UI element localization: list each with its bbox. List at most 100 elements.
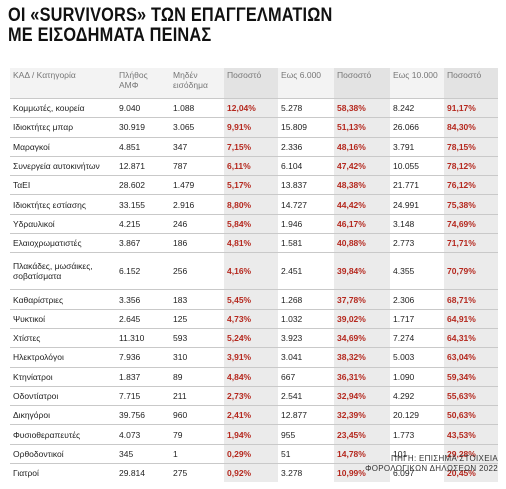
value-cell: 2.773 [390, 233, 444, 253]
value-cell: 89 [170, 366, 224, 387]
value-cell: 211 [170, 385, 224, 406]
value-cell: 1.717 [390, 308, 444, 329]
value-cell: 13.837 [278, 175, 334, 195]
category-cell: Δικηγόροι [10, 405, 116, 425]
percent-cell: 40,88% [334, 233, 390, 253]
percent-cell: 74,69% [444, 213, 498, 234]
value-cell: 7.274 [390, 327, 444, 348]
category-cell: Συνεργεία αυτοκινήτων [10, 155, 116, 176]
col-header-percent-1: Ποσοστό [224, 68, 278, 99]
percent-cell: 32,39% [334, 405, 390, 425]
value-cell: 15.809 [278, 117, 334, 138]
value-cell: 3.278 [278, 463, 334, 483]
value-cell: 186 [170, 233, 224, 253]
percent-cell: 58,38% [334, 97, 390, 118]
source-line-1: ΠΗΓΗ: ΕΠΙΣΗΜΑ ΣΤΟΙΧΕΙΑ [391, 454, 498, 463]
percent-cell: 14,78% [334, 443, 390, 464]
source-note: ΠΗΓΗ: ΕΠΙΣΗΜΑ ΣΤΟΙΧΕΙΑ ΦΟΡΟΛΟΓΙΚΩΝ ΔΗΛΩΣ… [365, 454, 498, 474]
table-row: Ψυκτικοί 2.645 125 4,73% 1.032 39,02% 1.717 64,… [10, 308, 498, 329]
percent-cell: 91,17% [444, 97, 498, 118]
value-cell: 1.946 [278, 213, 334, 234]
value-cell: 310 [170, 347, 224, 368]
percent-cell: 23,45% [334, 424, 390, 445]
value-cell: 2.336 [278, 136, 334, 157]
percent-cell: 32,94% [334, 385, 390, 406]
value-cell: 20.129 [390, 405, 444, 425]
category-cell: Ψυκτικοί [10, 308, 116, 329]
value-cell: 347 [170, 136, 224, 157]
percent-cell: 55,63% [444, 385, 498, 406]
value-cell: 5.003 [390, 347, 444, 368]
category-cell: Καθαρίστριες [10, 289, 116, 310]
value-cell: 29.814 [116, 463, 170, 483]
value-cell: 14.727 [278, 194, 334, 215]
value-cell: 5.278 [278, 97, 334, 118]
category-cell: Ιδιοκτήτες μπαρ [10, 117, 116, 138]
value-cell: 21.771 [390, 175, 444, 195]
value-cell: 6.097 [390, 463, 444, 483]
value-cell: 4.851 [116, 136, 170, 157]
value-cell: 7.715 [116, 385, 170, 406]
percent-cell: 9,91% [224, 117, 278, 138]
percent-cell: 70,79% [444, 252, 498, 290]
value-cell: 1.581 [278, 233, 334, 253]
value-cell: 79 [170, 424, 224, 445]
table-row: ΤαΕΙ 28.602 1.479 5,17% 13.837 48,38% 21.771 76… [10, 175, 498, 195]
value-cell: 9.040 [116, 97, 170, 118]
col-header-percent-2: Ποσοστό [334, 68, 390, 99]
percent-cell: 64,31% [444, 327, 498, 348]
percent-cell: 6,11% [224, 155, 278, 176]
title-line-1: ΟΙ «SURVIVORS» ΤΩΝ ΕΠΑΓΓΕΛΜΑΤΙΩΝ [8, 5, 333, 26]
value-cell: 2.541 [278, 385, 334, 406]
percent-cell: 2,73% [224, 385, 278, 406]
percent-cell: 76,12% [444, 175, 498, 195]
value-cell: 275 [170, 463, 224, 483]
percent-cell: 1,94% [224, 424, 278, 445]
value-cell: 1.268 [278, 289, 334, 310]
value-cell: 12.877 [278, 405, 334, 425]
percent-cell: 64,91% [444, 308, 498, 329]
table-row: Συνεργεία αυτοκινήτων 12.871 787 6,11% 6.104… [10, 155, 498, 176]
header-row: ΚΑΔ / Κατηγορία Πλήθος ΑΜΦ Μηδέν εισόδημ… [10, 68, 498, 99]
category-cell: Γιατροί [10, 463, 116, 483]
value-cell: 10.055 [390, 155, 444, 176]
value-cell: 28.602 [116, 175, 170, 195]
percent-cell: 5,45% [224, 289, 278, 310]
value-cell: 6.152 [116, 252, 170, 290]
value-cell: 256 [170, 252, 224, 290]
table-row: Κομμωτές, κουρεία 9.040 1.088 12,04% 5.278 58… [10, 97, 498, 118]
category-cell: Κτηνίατροι [10, 366, 116, 387]
value-cell: 3.791 [390, 136, 444, 157]
value-cell: 3.867 [116, 233, 170, 253]
category-cell: Φυσιοθεραπευτές [10, 424, 116, 445]
percent-cell: 75,38% [444, 194, 498, 215]
value-cell: 3.148 [390, 213, 444, 234]
value-cell: 1.088 [170, 97, 224, 118]
value-cell: 3.065 [170, 117, 224, 138]
table-row: Υδραυλικοί 4.215 246 5,84% 1.946 46,17% 3.148 7… [10, 213, 498, 234]
percent-cell: 68,71% [444, 289, 498, 310]
percent-cell: 39,84% [334, 252, 390, 290]
value-cell: 955 [278, 424, 334, 445]
value-cell: 125 [170, 308, 224, 329]
value-cell: 3.923 [278, 327, 334, 348]
percent-cell: 5,24% [224, 327, 278, 348]
percent-cell: 4,16% [224, 252, 278, 290]
table-row: Μαραγκοί 4.851 347 7,15% 2.336 48,16% 3.791 78,… [10, 136, 498, 157]
value-cell: 2.451 [278, 252, 334, 290]
value-cell: 24.991 [390, 194, 444, 215]
value-cell: 667 [278, 366, 334, 387]
col-header-count: Πλήθος ΑΜΦ [116, 68, 170, 99]
percent-cell: 44,42% [334, 194, 390, 215]
percent-cell: 78,15% [444, 136, 498, 157]
percent-cell: 8,80% [224, 194, 278, 215]
value-cell: 2.916 [170, 194, 224, 215]
percent-cell: 39,02% [334, 308, 390, 329]
col-header-upto-6000: Εως 6.000 [278, 68, 334, 99]
percent-cell: 47,42% [334, 155, 390, 176]
value-cell: 1.479 [170, 175, 224, 195]
percent-cell: 78,12% [444, 155, 498, 176]
category-cell: Ηλεκτρολόγοι [10, 347, 116, 368]
value-cell: 33.155 [116, 194, 170, 215]
value-cell: 345 [116, 443, 170, 464]
